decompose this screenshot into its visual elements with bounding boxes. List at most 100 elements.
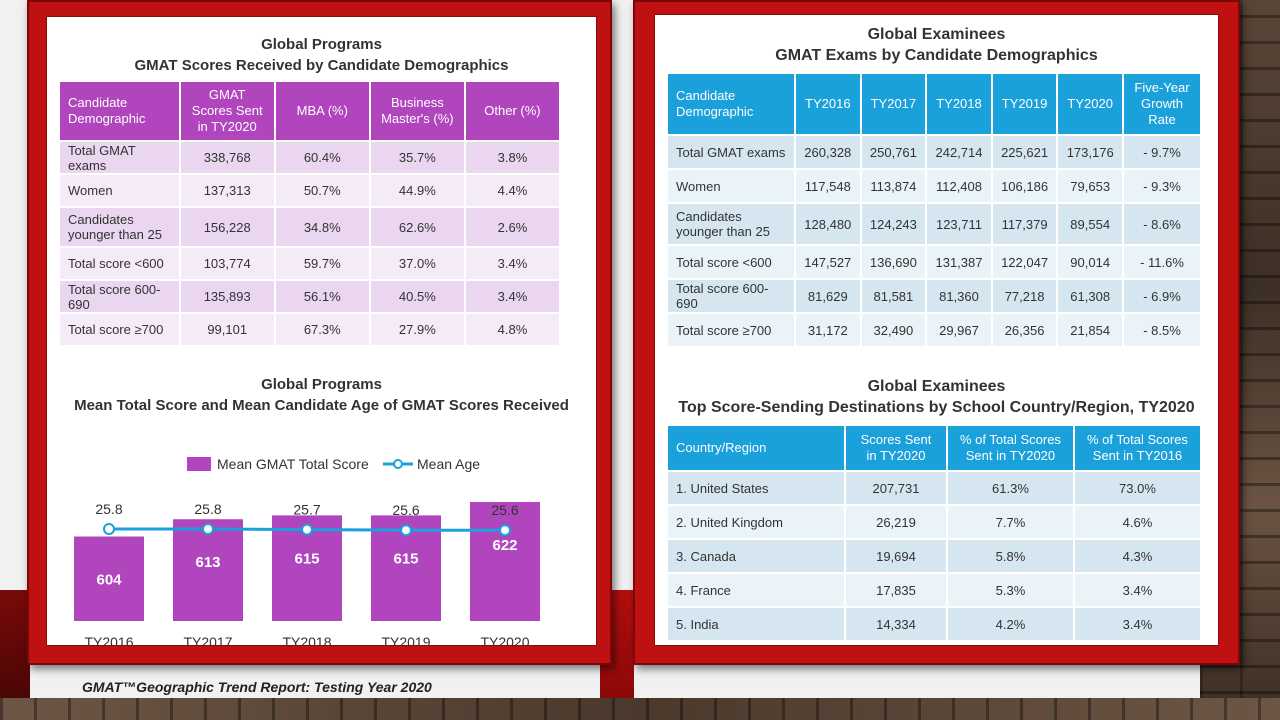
table-cell: 1. United States	[668, 472, 844, 504]
table-cell: 207,731	[846, 472, 946, 504]
table-row: Total score <600 103,774 59.7% 37.0% 3.4…	[60, 248, 559, 279]
table-header-cell: TY2016	[796, 74, 860, 134]
table-cell: 4. France	[668, 574, 844, 606]
right-table2-title-line1: Global Examinees	[867, 378, 1006, 395]
table-header-cell: Candidate Demographic	[60, 82, 179, 140]
table-cell: 250,761	[861, 136, 926, 168]
table-cell: 90,014	[1058, 246, 1122, 278]
bar-TY2017	[173, 519, 243, 621]
table-cell: 61,308	[1058, 280, 1122, 312]
table-cell: 103,774	[180, 248, 274, 279]
table-cell: 4.8%	[465, 314, 559, 345]
legend-label-line: Mean Age	[417, 456, 480, 472]
table-cell: 40.5%	[370, 281, 464, 312]
table-row: 3. Canada 19,694 5.8% 4.3%	[668, 540, 1200, 572]
table-cell: - 8.5%	[1124, 314, 1200, 346]
table-cell: Total score 600-690	[668, 280, 794, 312]
bar-label: 613	[195, 554, 220, 571]
table-cell: 117,548	[796, 170, 860, 202]
table-cell: Total score <600	[60, 248, 179, 279]
table-row: Total score ≥700 31,172 32,490 29,967 26…	[668, 314, 1200, 346]
chart-title-line2: Mean Total Score and Mean Candidate Age …	[74, 397, 569, 414]
table-cell: 225,621	[992, 136, 1057, 168]
left-table-title-line2: GMAT Scores Received by Candidate Demogr…	[134, 57, 509, 74]
table-header-cell: TY2018	[927, 74, 991, 134]
table-header-cell: Country/Region	[668, 426, 844, 470]
table-cell: 128,480	[796, 204, 860, 244]
table-header-cell: Scores Sent in TY2020	[846, 426, 946, 470]
table-cell: 27.9%	[370, 314, 464, 345]
table-row: Candidates younger than 25 156,228 34.8%…	[60, 208, 559, 246]
bar-label: 615	[294, 550, 319, 567]
table-cell: 32,490	[861, 314, 926, 346]
table-header-row: Candidate Demographic TY2016 TY2017 TY20…	[668, 74, 1200, 134]
footer-caption: GMAT™Geographic Trend Report: Testing Ye…	[82, 679, 432, 695]
table-cell: 117,379	[992, 204, 1057, 244]
table-cell: 81,581	[861, 280, 926, 312]
table-cell: Total GMAT exams	[668, 136, 794, 168]
table-cell: Candidates younger than 25	[668, 204, 794, 244]
table-cell: 173,176	[1058, 136, 1122, 168]
table-row: Total GMAT exams 260,328 250,761 242,714…	[668, 136, 1200, 168]
table-cell: 17,835	[846, 574, 946, 606]
table-cell: 81,360	[927, 280, 991, 312]
age-point	[499, 524, 511, 537]
table-header-cell: Candidate Demographic	[668, 74, 794, 134]
x-tick-label: TY2019	[381, 634, 430, 645]
table-cell: 44.9%	[370, 175, 464, 206]
table-cell: 124,243	[861, 204, 926, 244]
table-cell: 19,694	[846, 540, 946, 572]
table-row: Total score <600 147,527 136,690 131,387…	[668, 246, 1200, 278]
legend-swatch-bar	[187, 457, 211, 471]
x-tick-label: TY2017	[183, 634, 232, 645]
table-cell: 62.6%	[370, 208, 464, 246]
table-cell: Total score 600-690	[60, 281, 179, 312]
age-label: 25.7	[293, 502, 320, 518]
table-cell: 136,690	[861, 246, 926, 278]
table-cell: 99,101	[180, 314, 274, 345]
table-cell: 89,554	[1058, 204, 1122, 244]
table-cell: 14,334	[846, 608, 946, 640]
bar-label: 604	[96, 572, 122, 589]
table-row: Women 117,548 113,874 112,408 106,186 79…	[668, 170, 1200, 202]
left-table-title: Global Programs GMAT Scores Received by …	[47, 34, 596, 76]
right-exams-table: Candidate Demographic TY2016 TY2017 TY20…	[666, 72, 1202, 348]
legend-marker-line	[393, 459, 403, 469]
table-cell: 4.2%	[947, 608, 1073, 640]
table-cell: 122,047	[992, 246, 1057, 278]
table-cell: Total score ≥700	[668, 314, 794, 346]
table-cell: 37.0%	[370, 248, 464, 279]
right-panel-content: Global Examinees GMAT Exams by Candidate…	[655, 15, 1218, 645]
table-cell: 50.7%	[275, 175, 369, 206]
table-header-cell: % of Total Scores Sent in TY2020	[947, 426, 1073, 470]
bar-TY2020	[470, 501, 540, 621]
table-cell: 35.7%	[370, 142, 464, 173]
table-header-cell: Business Master's (%)	[370, 82, 464, 140]
age-point	[202, 523, 214, 535]
table-cell: 81,629	[796, 280, 860, 312]
x-tick-label: TY2020	[480, 634, 529, 645]
right-table1-title-line1: Global Examinees	[867, 26, 1006, 43]
right-panel: Global Examinees GMAT Exams by Candidate…	[633, 0, 1240, 665]
table-cell: - 11.6%	[1124, 246, 1200, 278]
table-cell: Women	[60, 175, 179, 206]
age-label: 25.6	[392, 502, 419, 518]
left-demographics-table: Candidate Demographic GMAT Scores Sent i…	[58, 80, 561, 347]
table-cell: 59.7%	[275, 248, 369, 279]
table-cell: 21,854	[1058, 314, 1122, 346]
x-tick-label: TY2018	[282, 634, 331, 645]
table-cell: 29,967	[927, 314, 991, 346]
table-cell: 56.1%	[275, 281, 369, 312]
table-cell: 4.4%	[465, 175, 559, 206]
table-cell: Women	[668, 170, 794, 202]
table-cell: 113,874	[861, 170, 926, 202]
right-destinations-table: Country/Region Scores Sent in TY2020 % o…	[666, 424, 1202, 642]
table-cell: 2.6%	[465, 208, 559, 246]
table-cell: 34.8%	[275, 208, 369, 246]
table-cell: Total GMAT exams	[60, 142, 179, 173]
table-header-cell: % of Total Scores Sent in TY2016	[1074, 426, 1200, 470]
right-table2-title-line2: Top Score-Sending Destinations by School…	[678, 399, 1195, 416]
left-panel: Global Programs GMAT Scores Received by …	[27, 0, 612, 665]
table-cell: 2. United Kingdom	[668, 506, 844, 538]
table-row: Candidates younger than 25 128,480 124,2…	[668, 204, 1200, 244]
